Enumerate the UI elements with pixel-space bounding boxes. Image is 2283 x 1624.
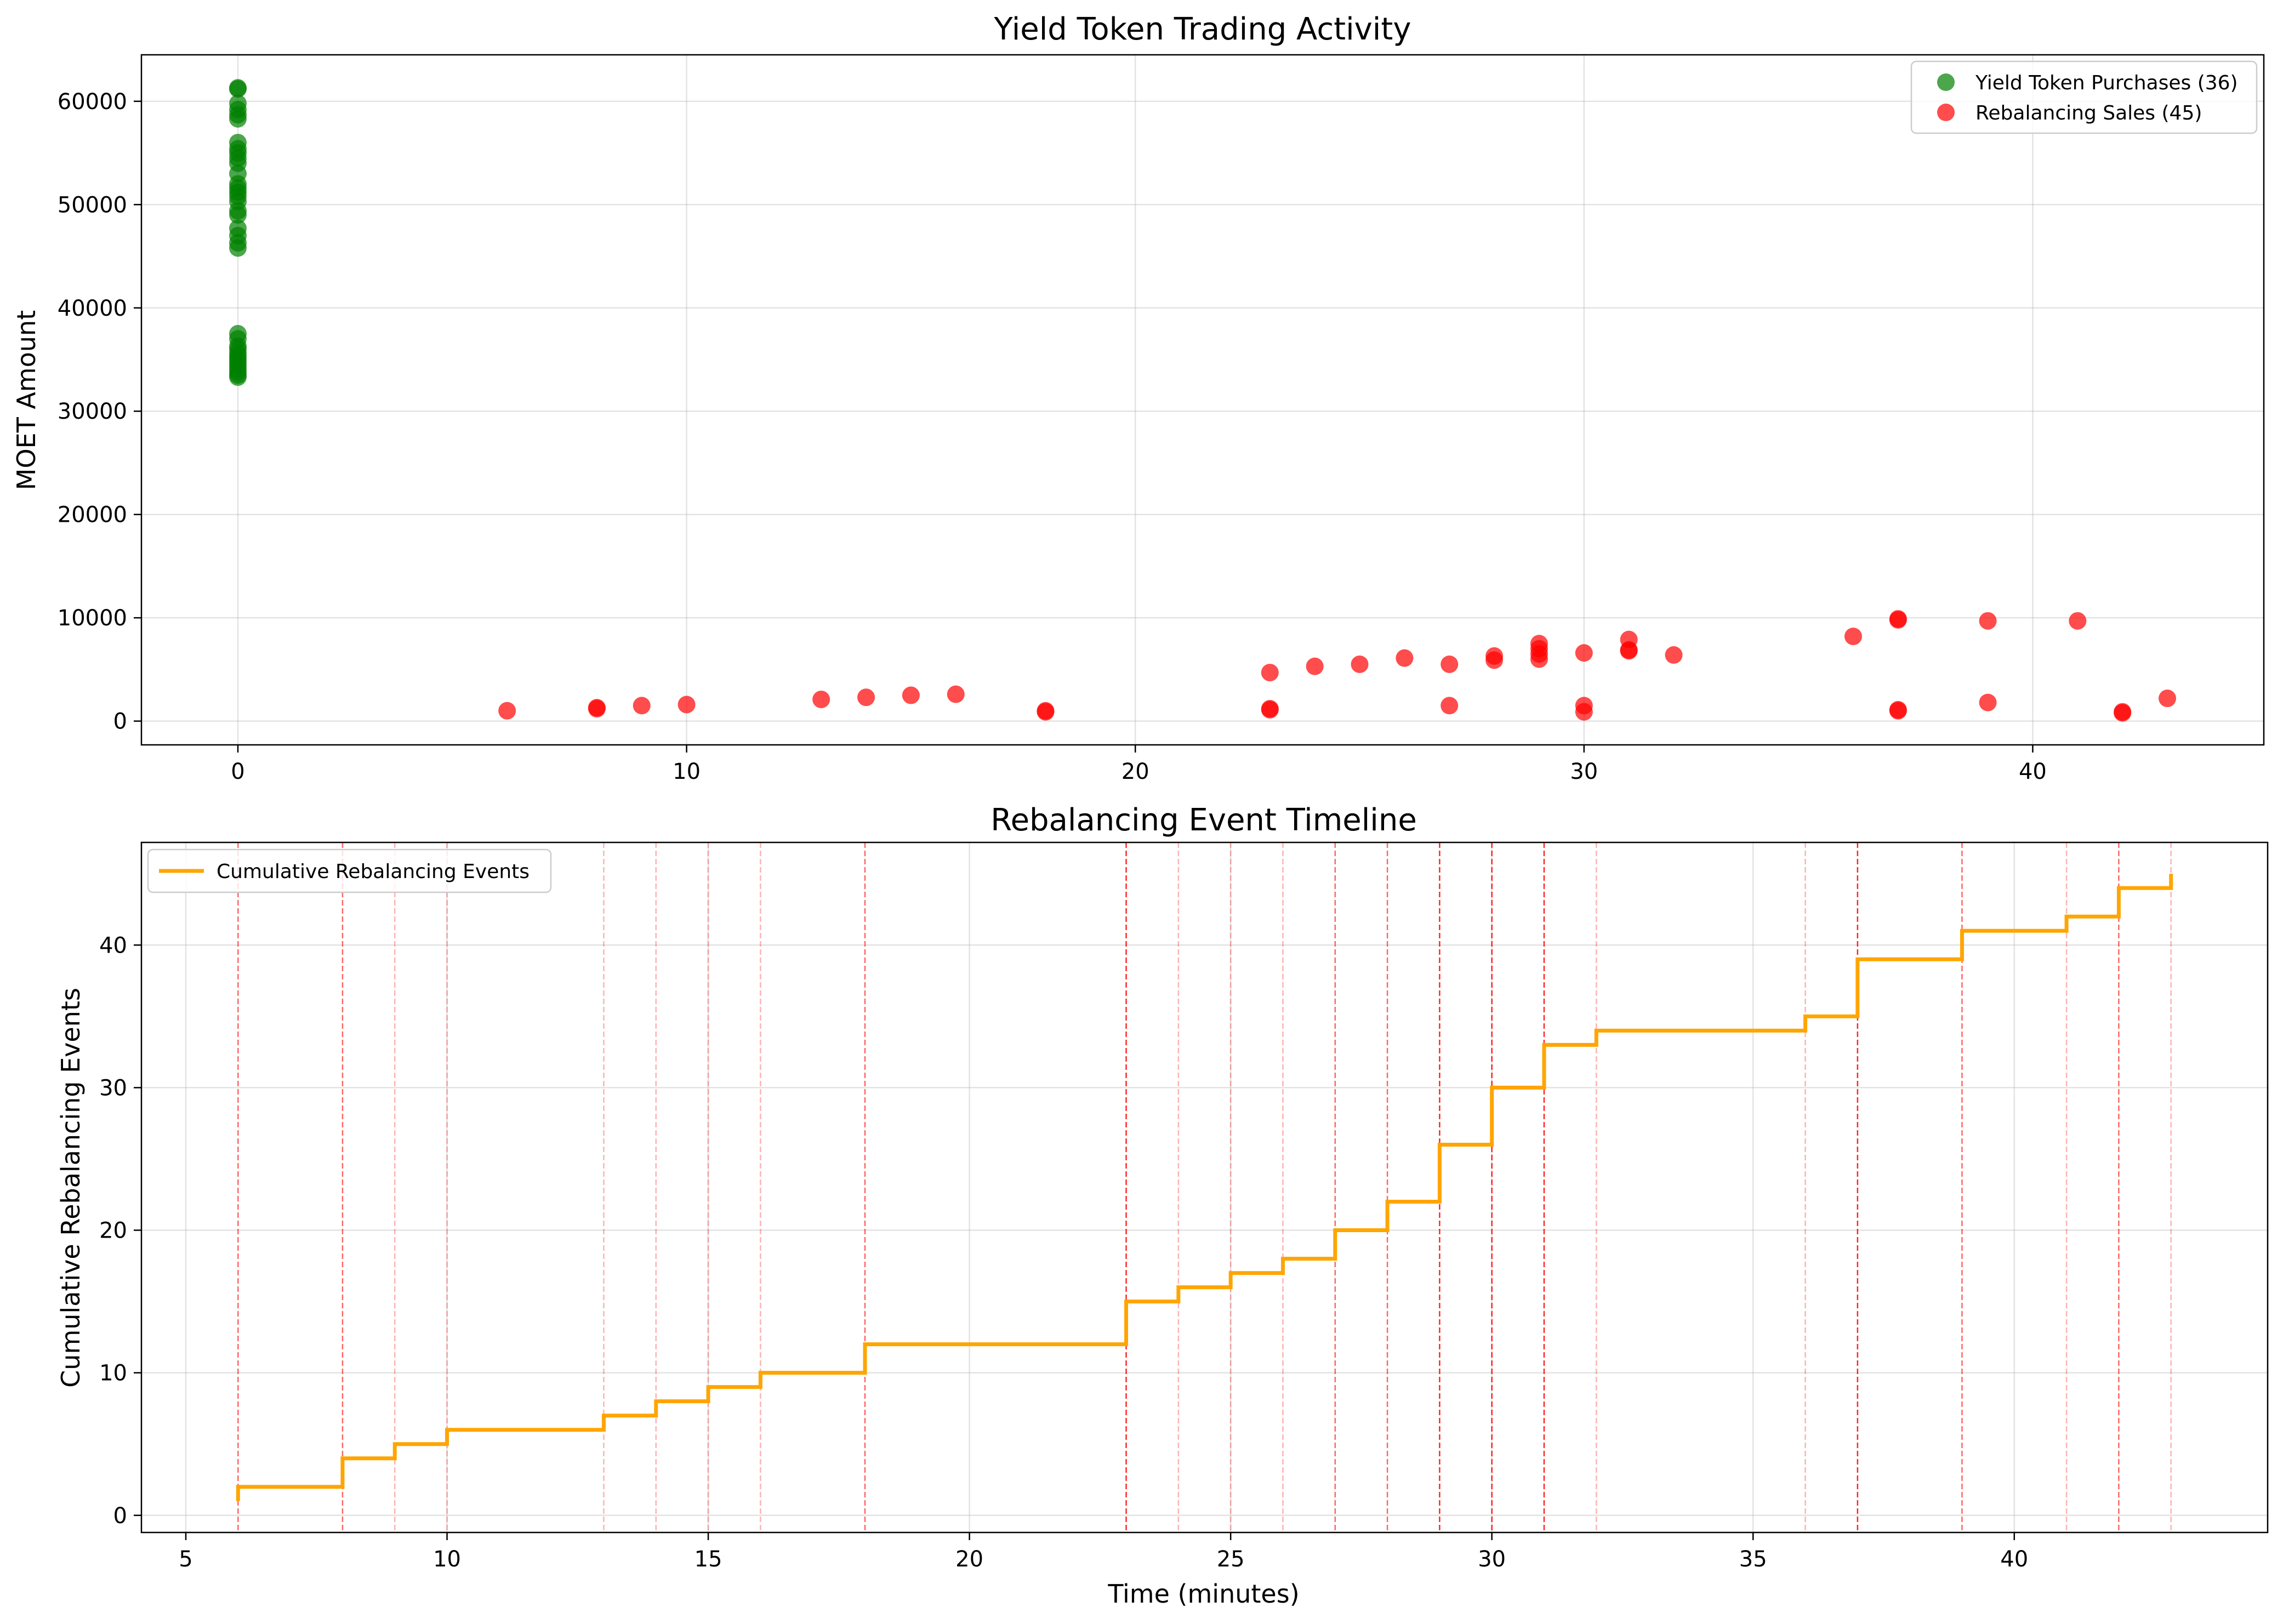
sale-point (1441, 655, 1459, 673)
0-y-tick-label: 50000 (58, 192, 127, 218)
scatter-grid (141, 55, 2264, 745)
0-x-tick-label: 0 (231, 759, 244, 784)
1-x-tick-label: 35 (1739, 1547, 1767, 1572)
scatter-title: Yield Token Trading Activity (994, 12, 1411, 47)
legend-marker-purchases (1937, 73, 1955, 91)
1-y-tick-label: 30 (99, 1075, 127, 1101)
purchase-point (229, 80, 247, 98)
sale-point (498, 702, 516, 720)
sale-point (1889, 702, 1907, 720)
1-y-tick-label: 20 (99, 1218, 127, 1244)
scatter-points (229, 79, 2176, 722)
0-y-tick-label: 20000 (58, 503, 127, 528)
sale-point (1620, 642, 1638, 660)
1-x-tick-label: 40 (2000, 1547, 2028, 1572)
purchase-point (229, 110, 247, 128)
1-x-tick-label: 20 (955, 1547, 983, 1572)
scatter-legend: Yield Token Purchases (36) Rebalancing S… (1910, 60, 2258, 134)
1-x-tick-label: 10 (433, 1547, 461, 1572)
0-y-tick-label: 40000 (58, 296, 127, 321)
sale-point (1530, 650, 1548, 668)
scatter-plot-frame (140, 54, 2265, 746)
1-y-tick-label: 0 (113, 1503, 127, 1529)
purchase-point (229, 368, 247, 386)
1-x-tick-label: 15 (694, 1547, 722, 1572)
sale-point (2159, 690, 2176, 708)
1-y-tick-label: 10 (99, 1361, 127, 1386)
timeline-x-axis-label: Time (minutes) (1107, 1579, 1299, 1609)
sale-point (1979, 612, 1997, 630)
timeline-grid (141, 842, 2268, 1532)
sale-point (1485, 651, 1504, 669)
scatter-legend-box (1910, 60, 2258, 134)
sale-point (1844, 628, 1862, 646)
legend-label-cumulative: Cumulative Rebalancing Events (217, 861, 530, 883)
sale-point (857, 688, 875, 706)
0-y-tick-label: 60000 (58, 89, 127, 115)
sale-point (1037, 703, 1055, 721)
sale-point (1306, 657, 1324, 675)
legend-label-purchases: Yield Token Purchases (36) (1975, 72, 2238, 94)
1-x-tick-label: 5 (179, 1547, 192, 1572)
sale-point (633, 697, 651, 715)
0-x-tick-label: 20 (1121, 759, 1149, 784)
timeline-legend: Cumulative Rebalancing Events (147, 848, 552, 893)
cumulative-step-line (236, 874, 2173, 1501)
timeline-ticks: 5 10 15 20 25 30 35 40 0 10 20 30 40 (99, 933, 2028, 1572)
sale-point (1351, 655, 1369, 673)
sale-point (588, 699, 606, 717)
purchase-point (229, 239, 247, 257)
0-x-tick-label: 10 (673, 759, 701, 784)
1-x-tick-label: 30 (1478, 1547, 1506, 1572)
timeline-panel: Rebalancing Event Timeline 5 10 15 20 25 30 35… (56, 802, 2269, 1609)
0-y-tick-label: 0 (113, 709, 127, 734)
sale-point (1979, 693, 1997, 711)
1-x-tick-label: 25 (1217, 1547, 1245, 1572)
sale-point (812, 691, 830, 709)
sale-point (1261, 700, 1279, 719)
scatter-y-axis-label: MOET Amount (12, 310, 41, 490)
0-y-tick-label: 30000 (58, 399, 127, 424)
legend-marker-sales (1937, 104, 1955, 121)
timeline-y-axis-label: Cumulative Rebalancing Events (56, 988, 86, 1388)
scatter-ticks: 0 10 20 30 40 0 10000 20000 30000 40000 50000 60000 (58, 89, 2047, 784)
timeline-title: Rebalancing Event Timeline (990, 802, 1417, 838)
timeline-legend-box (147, 848, 552, 893)
sale-point (2114, 704, 2132, 722)
0-x-tick-label: 30 (1570, 759, 1598, 784)
sale-point (1575, 644, 1593, 662)
sale-point (1261, 664, 1279, 682)
sale-point (1441, 697, 1459, 715)
sale-point (1889, 611, 1907, 629)
sale-point (1665, 646, 1683, 664)
sale-point (947, 685, 965, 703)
sale-point (1396, 649, 1414, 667)
sale-point (2069, 612, 2087, 630)
0-y-tick-label: 10000 (58, 606, 127, 631)
legend-label-sales: Rebalancing Sales (45) (1975, 102, 2202, 124)
timeline-plot-frame (140, 841, 2269, 1534)
purchase-point (229, 206, 247, 224)
sale-point (678, 696, 696, 714)
sale-point (902, 686, 920, 704)
0-x-tick-label: 40 (2019, 759, 2047, 784)
sale-point (1575, 703, 1593, 721)
1-y-tick-label: 40 (99, 933, 127, 958)
scatter-panel: Yield Token Trading Activity 0 10 20 30 40 0 1… (12, 12, 2265, 784)
